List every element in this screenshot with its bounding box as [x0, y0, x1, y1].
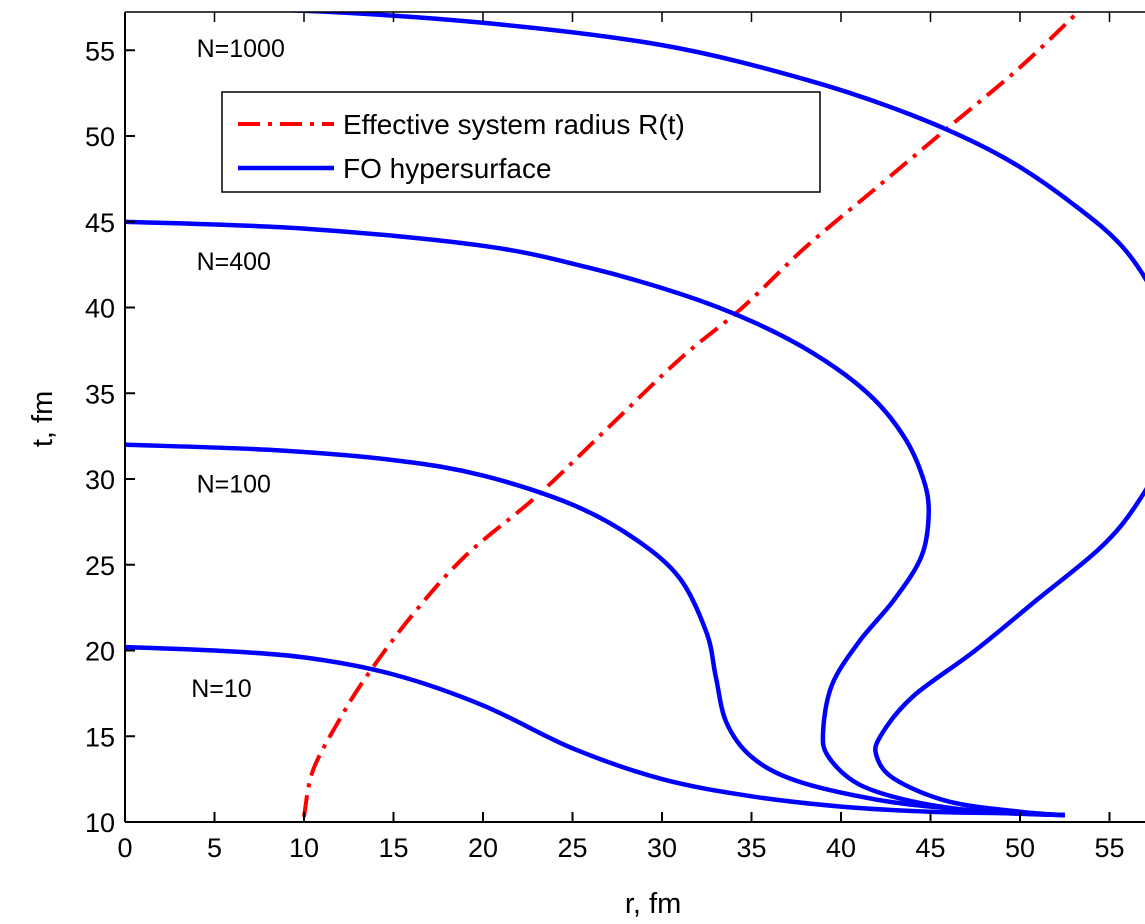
x-tick-label: 55	[1094, 833, 1124, 863]
x-tick-label: 25	[557, 833, 587, 863]
axes: 0 5 10 15 20 25 30 35 40 45 50 55 10 15 20 25 30 35 40 45 50…	[27, 11, 1145, 920]
legend-box	[221, 91, 821, 193]
legend-label-fo: FO hypersurface	[343, 153, 552, 184]
y-tick-label: 55	[85, 36, 115, 66]
legend-label-radius: Effective system radius R(t)	[343, 109, 685, 140]
x-tick-label: 0	[117, 833, 132, 863]
y-axis-label: t, fm	[27, 391, 59, 447]
curve-label-n-100: N=100	[197, 471, 271, 499]
x-tick-label: 50	[1005, 833, 1035, 863]
y-tick-label: 40	[85, 294, 115, 324]
x-tick-label: 45	[915, 833, 945, 863]
fo-series-line-n-10	[125, 644, 1065, 818]
x-tick-label: 20	[468, 833, 498, 863]
x-tick-label: 40	[826, 833, 856, 863]
x-tick-label: 15	[378, 833, 408, 863]
x-axis-label: r, fm	[625, 888, 681, 920]
x-tick-label: 30	[647, 833, 677, 863]
fo-series-line-n-400	[125, 219, 1065, 818]
curve-label-n-400: N=400	[197, 248, 271, 276]
plot-curves	[125, 12, 1145, 818]
x-tick-label: 10	[289, 833, 319, 863]
y-tick-label: 35	[85, 379, 115, 409]
y-tick-label: 10	[85, 808, 115, 838]
y-tick-label: 30	[85, 465, 115, 495]
fo-series-line-n-1000	[274, 12, 1145, 818]
x-tick-label: 35	[736, 833, 766, 863]
y-tick-label: 15	[85, 722, 115, 752]
legend: Effective system radius R(t) FO hypersurf…	[221, 91, 821, 193]
y-tick-label: 25	[85, 551, 115, 581]
y-tick-label: 45	[85, 208, 115, 238]
curve-labels: N=10 N=100 N=400 N=1000	[191, 35, 285, 703]
x-tick-label: 5	[207, 833, 222, 863]
curve-label-n-1000: N=1000	[197, 35, 285, 63]
y-tick-label: 50	[85, 122, 115, 152]
curve-label-n-10: N=10	[191, 675, 251, 703]
radius-series-line	[302, 12, 1081, 818]
fo-series-line-n-100	[125, 442, 1065, 818]
y-tick-label: 20	[85, 637, 115, 667]
